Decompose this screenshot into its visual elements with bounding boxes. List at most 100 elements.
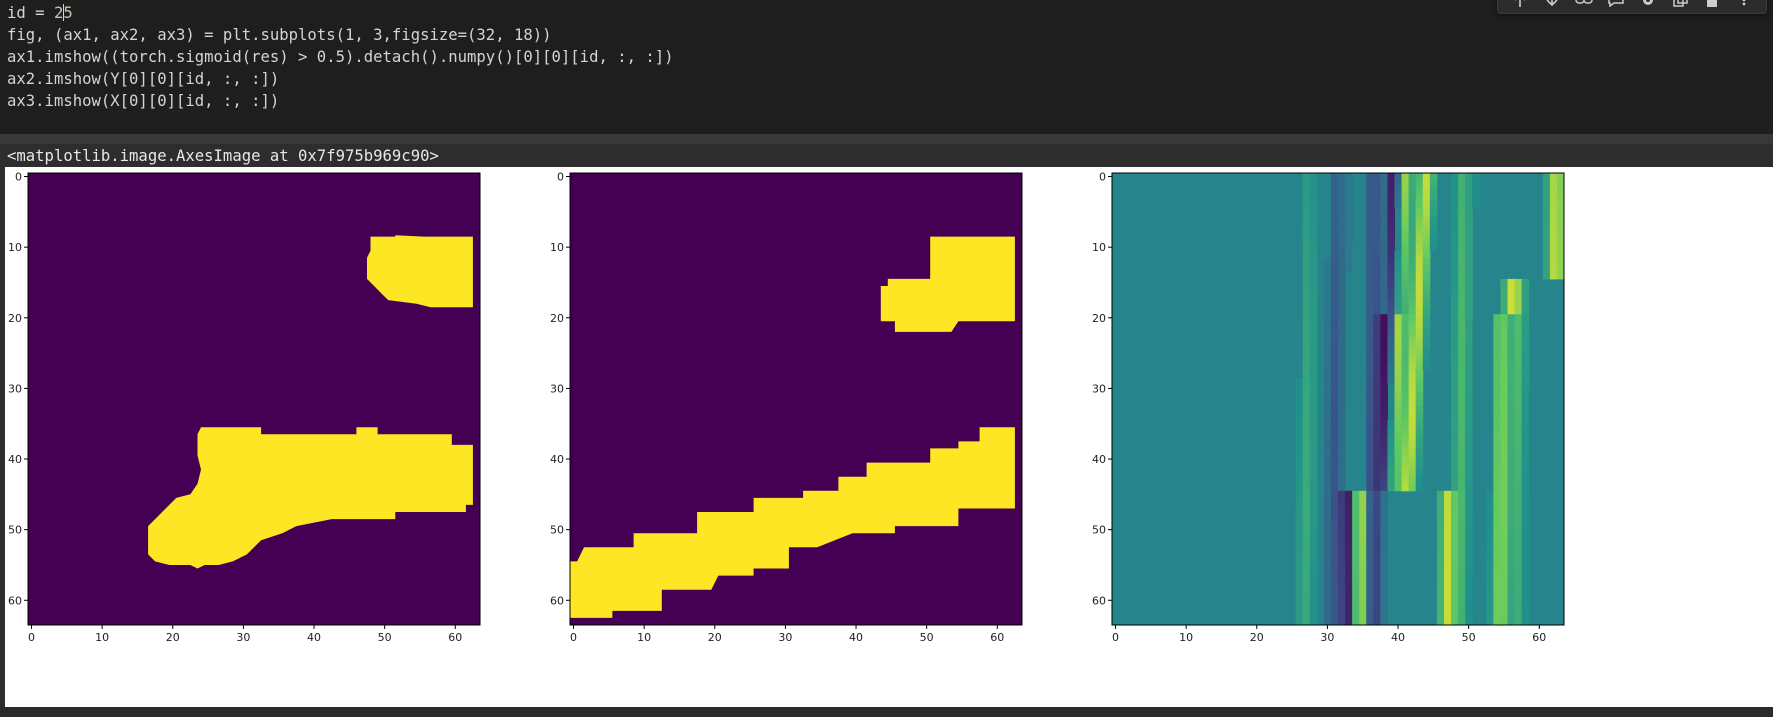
- more-icon[interactable]: [1734, 0, 1754, 7]
- heatmap-cell-2-55-47: [1443, 561, 1452, 569]
- heatmap-cell-2-52-58: [1521, 540, 1530, 548]
- heatmap-cell-2-51-49: [1458, 533, 1466, 541]
- heatmap-cell-2-63-48: [1451, 617, 1459, 626]
- comment-icon[interactable]: [1606, 0, 1626, 7]
- mask-region-1-1: [570, 427, 1015, 618]
- heatmap-cell-2-63-53: [1486, 617, 1494, 626]
- heatmap-cell-2-34-30: [1323, 413, 1332, 421]
- heatmap-cell-2-59-47: [1443, 589, 1452, 598]
- copy-icon[interactable]: [1670, 0, 1690, 7]
- heatmap-cell-2-49-58: [1521, 519, 1530, 527]
- arrow-down-icon[interactable]: [1542, 0, 1562, 7]
- heatmap-cell-2-20-54: [1493, 314, 1501, 322]
- heatmap-cell-2-63-37: [1373, 617, 1381, 626]
- heatmap-cell-2-16-57: [1514, 286, 1523, 294]
- heatmap-cell-2-36-50: [1465, 427, 1473, 435]
- heatmap-cell-2-0-50: [1465, 173, 1473, 181]
- heatmap-cell-2-43-28: [1309, 476, 1318, 485]
- delete-icon[interactable]: [1702, 0, 1722, 7]
- heatmap-cell-2-11-41: [1401, 250, 1410, 259]
- heatmap-cell-2-3-45: [1429, 194, 1438, 202]
- heatmap-cell-2-57-53: [1486, 575, 1494, 584]
- heatmap-cell-2-23-36: [1366, 335, 1374, 343]
- heatmap-cell-2-2-44: [1422, 187, 1431, 195]
- heatmap-cell-2-47-55: [1500, 504, 1508, 513]
- heatmap-cell-2-36-56: [1507, 427, 1516, 435]
- heatmap-cell-2-44-27: [1302, 483, 1311, 492]
- heatmap-cell-2-22-30: [1323, 328, 1332, 336]
- heatmap-cell-2-62-37: [1373, 610, 1381, 619]
- heatmap-cell-2-6-42: [1408, 215, 1417, 223]
- heatmap-cell-2-62-27: [1302, 610, 1311, 619]
- heatmap-cell-2-4-51: [1472, 201, 1480, 209]
- heatmap-cell-2-44-30: [1323, 483, 1332, 492]
- heatmap-cell-2-42-26: [1295, 469, 1304, 478]
- heatmap-cell-2-21-36: [1366, 321, 1374, 329]
- heatmap-cell-2-27-44: [1422, 363, 1431, 372]
- heatmap-cell-2-42-38: [1380, 469, 1388, 478]
- heatmap-cell-2-19-27: [1302, 307, 1311, 315]
- heatmap-cell-2-31-40: [1394, 391, 1403, 400]
- heatmap-cell-2-61-37: [1373, 603, 1381, 612]
- heatmap-cell-2-21-58: [1521, 321, 1530, 329]
- heatmap-cell-2-54-55: [1500, 554, 1508, 562]
- heatmap-cell-2-24-57: [1514, 342, 1523, 351]
- heatmap-cell-2-30-56: [1507, 384, 1516, 393]
- heatmap-cell-2-53-31: [1330, 547, 1339, 555]
- heatmap-cell-2-50-27: [1302, 526, 1311, 534]
- code-line-5[interactable]: ax3.imshow(X[0][0][id, :, :]): [7, 92, 280, 110]
- heatmap-cell-2-1-36: [1366, 180, 1374, 188]
- heatmap-cell-2-20-48: [1451, 314, 1459, 322]
- heatmap-cell-2-40-42: [1408, 455, 1417, 464]
- heatmap-cell-2-29-27: [1302, 377, 1311, 386]
- heatmap-cell-2-10-48: [1451, 243, 1459, 252]
- heatmap-cell-2-34-43: [1415, 413, 1424, 421]
- heatmap-cell-2-18-27: [1302, 300, 1311, 308]
- heatmap-cell-2-56-48: [1451, 568, 1459, 577]
- heatmap-cell-2-13-49: [1458, 264, 1466, 273]
- heatmap-cell-2-20-56: [1507, 314, 1516, 322]
- heatmap-cell-2-58-27: [1302, 582, 1311, 591]
- heatmap-cell-2-57-37: [1373, 575, 1381, 584]
- heatmap-cell-2-46-30: [1323, 497, 1332, 506]
- heatmap-cell-2-12-27: [1302, 257, 1311, 266]
- heatmap-cell-2-0-40: [1394, 173, 1403, 181]
- heatmap-cell-2-37-32: [1338, 434, 1346, 442]
- heatmap-cell-2-50-48: [1451, 526, 1459, 534]
- heatmap-cell-2-17-37: [1373, 293, 1381, 301]
- heatmap-cell-2-12-32: [1338, 257, 1346, 266]
- code-line-2[interactable]: fig, (ax1, ax2, ax3) = plt.subplots(1, 3…: [7, 26, 552, 44]
- arrow-up-icon[interactable]: [1510, 0, 1530, 7]
- heatmap-cell-2-19-41: [1401, 307, 1410, 315]
- heatmap-cell-2-5-31: [1330, 208, 1339, 216]
- heatmap-cell-2-31-42: [1408, 391, 1417, 400]
- heatmap-cell-2-25-56: [1507, 349, 1516, 358]
- link-icon[interactable]: [1574, 0, 1594, 7]
- code-line-1[interactable]: id = 25: [7, 2, 73, 24]
- heatmap-cell-2-51-50: [1465, 533, 1473, 541]
- code-line-4[interactable]: ax2.imshow(Y[0][0][id, :, :]): [7, 70, 280, 88]
- code-line-3[interactable]: ax1.imshow((torch.sigmoid(res) > 0.5).de…: [7, 48, 674, 66]
- heatmap-cell-2-40-57: [1514, 455, 1523, 464]
- heatmap-cell-2-62-31: [1330, 610, 1339, 619]
- heatmap-cell-2-43-27: [1302, 476, 1311, 485]
- heatmap-cell-2-38-38: [1380, 441, 1388, 449]
- heatmap-cell-2-32-36: [1366, 399, 1374, 407]
- heatmap-cell-2-33-49: [1458, 406, 1466, 414]
- heatmap-cell-2-28-58: [1521, 370, 1530, 379]
- heatmap-cell-2-60-26: [1295, 596, 1304, 605]
- heatmap-cell-2-23-27: [1302, 335, 1311, 343]
- heatmap-cell-2-38-31: [1330, 441, 1339, 449]
- heatmap-cell-2-46-32: [1338, 497, 1346, 506]
- code-cell[interactable]: id = 25 fig, (ax1, ax2, ax3) = plt.subpl…: [0, 0, 1773, 134]
- heatmap-cell-2-39-41: [1401, 448, 1410, 456]
- heatmap-cell-2-16-37: [1373, 286, 1381, 294]
- heatmap-cell-2-53-36: [1366, 547, 1374, 555]
- gear-icon[interactable]: [1638, 0, 1658, 7]
- heatmap-cell-2-40-36: [1366, 455, 1374, 464]
- heatmap-cell-2-41-56: [1507, 462, 1516, 471]
- heatmap-cell-2-49-35: [1359, 519, 1367, 527]
- heatmap-cell-2-17-36: [1366, 293, 1374, 301]
- heatmap-cell-2-4-32: [1338, 201, 1346, 209]
- heatmap-cell-2-23-49: [1458, 335, 1466, 343]
